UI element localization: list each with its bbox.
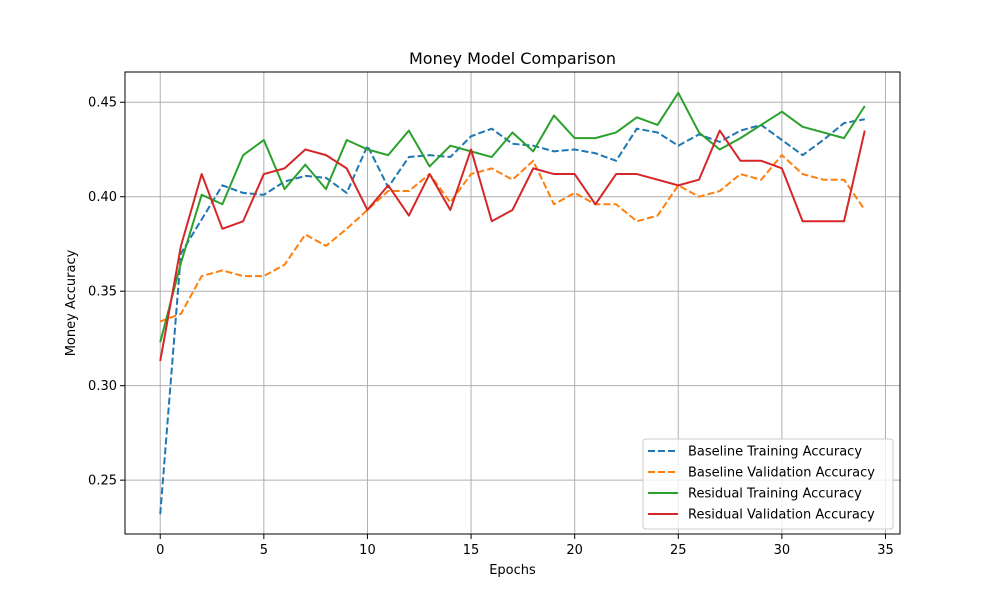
x-tick-label: 15	[463, 543, 480, 558]
legend-label-4: Residual Validation Accuracy	[688, 508, 875, 523]
x-tick-label: 5	[260, 543, 268, 558]
series-line-2	[159, 154, 866, 323]
x-tick-label: 0	[156, 543, 164, 558]
legend: Baseline Training Accuracy Baseline Valid…	[642, 438, 894, 530]
y-tick-label: 0.35	[88, 285, 117, 300]
ticks: 0 5 10 15 20 25 30 35 0.25 0.30 0.35 0.40 0.45	[88, 96, 894, 558]
y-tick-label: 0.45	[88, 96, 117, 111]
x-axis-label: Epochs	[489, 563, 536, 578]
plot-frame	[124, 71, 901, 535]
x-tick-label: 10	[359, 543, 376, 558]
series-layer	[159, 91, 866, 515]
legend-label-3: Residual Training Accuracy	[688, 487, 862, 502]
x-tick-label: 30	[774, 543, 791, 558]
chart-title: Money Model Comparison	[409, 49, 616, 68]
legend-label-1: Baseline Training Accuracy	[688, 445, 862, 460]
y-axis-label: Money Accuracy	[64, 249, 79, 356]
series-line-1	[159, 118, 865, 515]
y-tick-label: 0.40	[88, 190, 117, 205]
x-tick-label: 25	[670, 543, 687, 558]
series-line-3	[159, 91, 866, 343]
legend-box	[642, 438, 894, 530]
x-tick-label: 20	[566, 543, 583, 558]
y-tick-label: 0.25	[88, 474, 117, 489]
series-line-4	[159, 129, 866, 362]
legend-label-2: Baseline Validation Accuracy	[688, 466, 875, 481]
x-tick-label: 35	[877, 543, 894, 558]
y-tick-label: 0.30	[88, 379, 117, 394]
